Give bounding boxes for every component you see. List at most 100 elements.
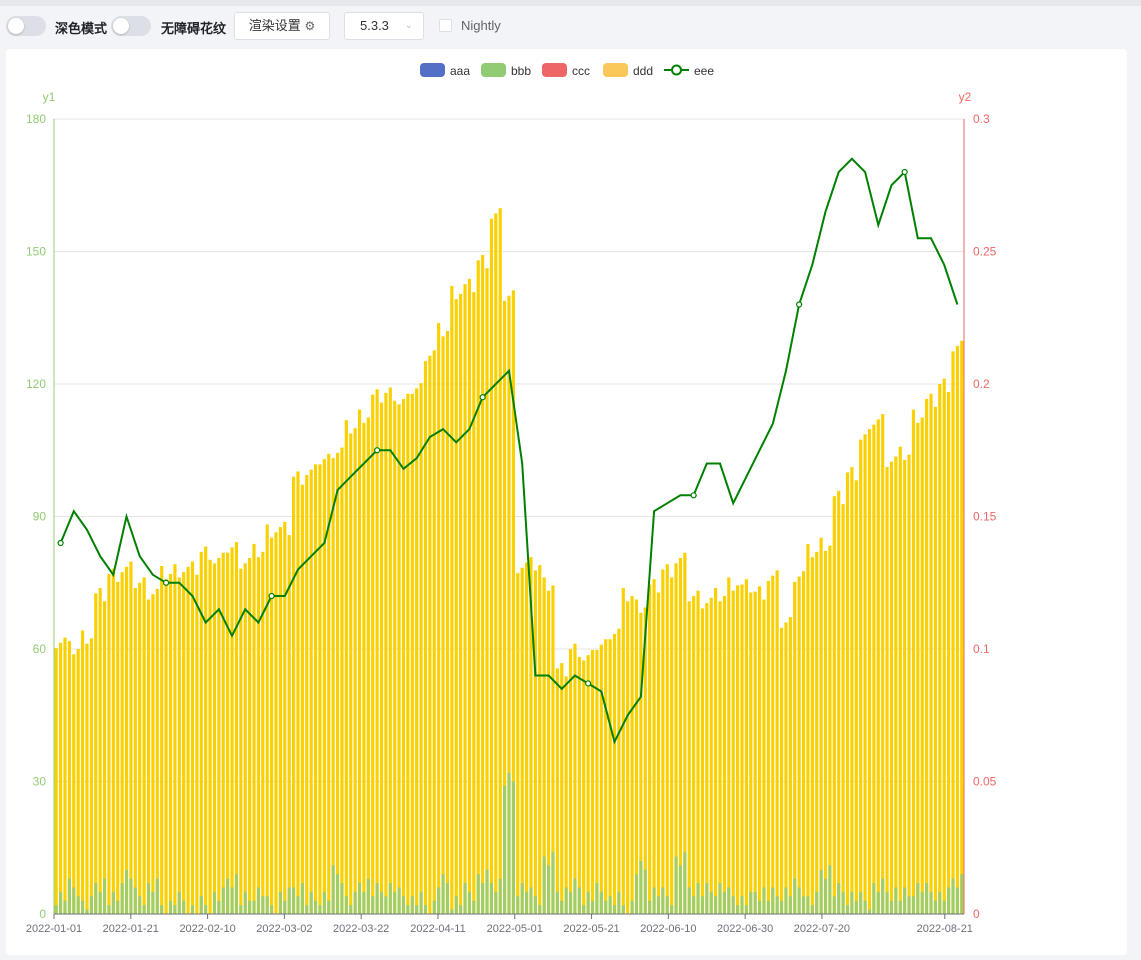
bbb-bar — [670, 905, 674, 914]
bbb-bar — [415, 905, 419, 914]
ddd-bar — [305, 474, 309, 914]
ddd-bar — [186, 566, 190, 914]
bbb-bar — [98, 891, 102, 914]
legend-item-bbb[interactable]: bbb — [481, 63, 531, 78]
legend[interactable]: aaa bbb ccc ddd eee — [420, 63, 714, 78]
bbb-bar — [630, 900, 634, 914]
ddd-bar — [195, 574, 199, 914]
version-select[interactable]: 5.3.3 ⌄ — [344, 12, 424, 40]
bbb-bar — [256, 887, 261, 914]
bbb-bar — [507, 772, 511, 914]
ddd-bar — [204, 546, 208, 914]
ddd-bar — [393, 400, 397, 914]
nightly-checkbox[interactable] — [439, 19, 452, 32]
bbb-bar — [947, 887, 951, 914]
ddd-bar — [564, 676, 568, 914]
bbb-bar — [160, 905, 164, 914]
bbb-bar — [388, 883, 392, 914]
legend-swatch-icon — [542, 63, 567, 77]
ddd-bar — [907, 454, 911, 914]
ddd-bar — [626, 601, 630, 914]
chart: 0 30 60 90 120 150 180 0 0.05 0.1 0.15 0.2 0.25 0.3 y1… — [26, 63, 997, 935]
dark-mode-toggle[interactable] — [6, 16, 46, 36]
ddd-bar — [872, 424, 876, 914]
bbb-bar — [872, 883, 876, 914]
bbb-bar — [327, 900, 331, 914]
bbb-bar — [371, 896, 375, 914]
bbb-bar — [841, 891, 845, 914]
bbb-bar — [863, 900, 867, 914]
x-tick-label: 2022-05-21 — [563, 923, 619, 935]
ddd-bar — [300, 484, 304, 914]
ddd-bar — [665, 564, 669, 914]
ddd-bar — [560, 663, 564, 914]
bar-series — [54, 208, 964, 915]
ddd-bar — [766, 580, 770, 914]
bbb-bar — [718, 883, 722, 914]
bbb-bar — [168, 900, 173, 914]
bbb-bar — [929, 891, 933, 914]
ddd-bar — [757, 586, 762, 914]
a11y-pattern-toggle[interactable] — [111, 16, 151, 36]
ddd-bar — [832, 496, 836, 914]
bbb-bar — [753, 891, 757, 914]
bbb-bar — [59, 891, 63, 914]
bbb-bar — [300, 883, 304, 914]
bbb-bar — [933, 900, 938, 914]
bbb-bar — [72, 887, 76, 914]
bbb-bar — [349, 905, 353, 914]
bbb-bar — [828, 865, 832, 914]
bbb-bar — [788, 896, 792, 914]
bbb-bar — [617, 891, 621, 914]
bbb-bar — [133, 887, 137, 914]
bbb-bar — [727, 887, 731, 914]
ddd-bar — [538, 565, 542, 914]
render-settings-button[interactable]: 渲染设置 ⚙ — [234, 12, 330, 40]
y1-tick-label: 150 — [26, 245, 46, 259]
legend-item-ccc[interactable]: ccc — [542, 63, 590, 78]
ddd-bar — [481, 255, 485, 915]
ddd-bar — [278, 527, 282, 914]
bbb-bar — [784, 887, 788, 914]
ddd-bar — [287, 535, 291, 914]
ddd-bar — [498, 208, 502, 914]
ddd-bar — [815, 551, 819, 914]
bbb-bar — [678, 865, 683, 914]
bbb-bar — [894, 887, 898, 914]
ddd-bar — [155, 588, 159, 914]
bbb-bar — [296, 896, 300, 914]
ddd-bar — [124, 566, 129, 914]
bbb-bar — [503, 785, 507, 914]
chart-card: 0 30 60 90 120 150 180 0 0.05 0.1 0.15 0.2 0.25 0.3 y1… — [6, 49, 1127, 955]
ddd-bar — [318, 464, 322, 914]
ddd-bar — [793, 581, 797, 914]
bbb-bar — [925, 883, 929, 914]
ddd-bar — [546, 590, 551, 914]
ddd-bar — [727, 577, 731, 914]
bbb-bar — [239, 905, 243, 914]
bbb-bar — [199, 896, 203, 914]
ddd-bar — [608, 639, 612, 914]
legend-swatch-icon — [603, 63, 628, 77]
ddd-bar — [234, 542, 239, 914]
bbb-bar — [393, 891, 397, 914]
ddd-bar — [555, 668, 559, 914]
y1-tick-label: 90 — [33, 510, 47, 524]
legend-item-eee[interactable]: eee — [664, 64, 714, 78]
bbb-bar — [445, 883, 450, 914]
bbb-bar — [107, 905, 111, 914]
ddd-bar — [410, 393, 414, 914]
bbb-bar — [911, 896, 916, 914]
ddd-bar — [428, 355, 432, 914]
bbb-bar — [494, 891, 498, 914]
ddd-bar — [142, 577, 146, 914]
ddd-bar — [357, 409, 362, 914]
legend-item-ddd[interactable]: ddd — [603, 63, 653, 78]
ddd-bar — [450, 285, 454, 914]
ddd-bar — [296, 471, 300, 914]
bbb-bar — [313, 900, 318, 914]
ddd-bar — [489, 218, 493, 915]
ddd-bar — [542, 577, 546, 914]
legend-item-aaa[interactable]: aaa — [420, 63, 470, 78]
bbb-bar — [190, 905, 195, 914]
